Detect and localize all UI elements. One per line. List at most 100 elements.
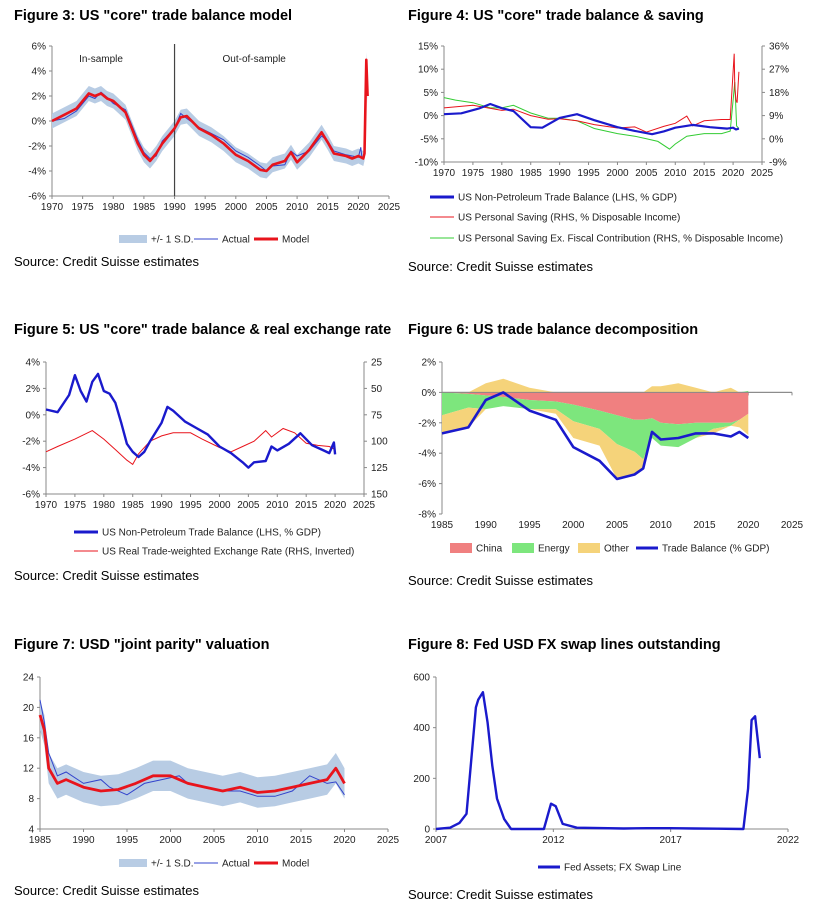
y-tick-label: 200 bbox=[413, 774, 430, 785]
y-tick-label: 4% bbox=[32, 67, 47, 78]
legend-label: Other bbox=[604, 544, 630, 555]
y2-tick-label: 125 bbox=[371, 463, 388, 474]
x-tick-label: 2022 bbox=[777, 835, 800, 846]
legend-swatch bbox=[119, 859, 147, 867]
legend-label: US Personal Saving (RHS, % Disposable In… bbox=[458, 213, 680, 224]
figure-3-panel: Figure 3: US "core" trade balance model … bbox=[14, 8, 404, 278]
y2-tick-label: 0% bbox=[769, 134, 784, 145]
trade-balance-line bbox=[441, 391, 750, 481]
figure-6-panel: Figure 6: US trade balance decomposition… bbox=[408, 322, 808, 592]
legend-label: Model bbox=[282, 235, 309, 246]
legend-swatch bbox=[119, 235, 147, 243]
x-tick-label: 2005 bbox=[237, 500, 260, 511]
y2-tick-label: 36% bbox=[769, 42, 789, 53]
y-tick-label: -8% bbox=[418, 510, 436, 521]
x-tick-label: 2015 bbox=[295, 500, 318, 511]
y-tick-label: 2% bbox=[422, 358, 437, 369]
x-tick-label: 2020 bbox=[347, 202, 370, 213]
trade-balance-line bbox=[443, 102, 740, 136]
x-tick-label: 1990 bbox=[475, 520, 498, 531]
x-tick-label: 1990 bbox=[163, 202, 186, 213]
y2-tick-label: 50 bbox=[371, 384, 383, 395]
y-tick-label: -4% bbox=[28, 167, 46, 178]
personal-saving-line bbox=[443, 53, 740, 133]
y-tick-label: 16 bbox=[23, 733, 35, 744]
y-tick-label: 5% bbox=[424, 88, 439, 99]
x-tick-label: 1990 bbox=[151, 500, 174, 511]
x-tick-label: 2015 bbox=[317, 202, 340, 213]
figure-6-chart: 2% 0% -2% -4% -6% -8%1985 1990 1995 2000 2005 2010… bbox=[418, 358, 804, 555]
x-tick-label: 2025 bbox=[751, 168, 774, 179]
y-tick-label: 400 bbox=[413, 723, 430, 734]
x-tick-label: 2025 bbox=[781, 520, 804, 531]
legend-label: Fed Assets; FX Swap Line bbox=[564, 863, 682, 874]
legend-label: US Real Trade-weighted Exchange Rate (RH… bbox=[102, 547, 354, 558]
y-tick-label: 20 bbox=[23, 703, 35, 714]
y-tick-label: -4% bbox=[22, 463, 40, 474]
y-tick-label: 6% bbox=[32, 42, 47, 53]
figure-5-chart: 4% 2% 0% -2% -4% -6%1970 1975 1980 1985 1990 1995 2… bbox=[22, 358, 388, 558]
fx-swap-line bbox=[435, 691, 761, 831]
y2-tick-label: 18% bbox=[769, 88, 789, 99]
figure-3-source: Source: Credit Suisse estimates bbox=[14, 254, 199, 269]
x-tick-label: 2017 bbox=[660, 835, 683, 846]
legend-label: China bbox=[476, 544, 503, 555]
trade-balance-line bbox=[45, 372, 337, 469]
y2-tick-label: 75 bbox=[371, 410, 383, 421]
y-tick-label: 24 bbox=[23, 673, 35, 684]
x-tick-label: 2025 bbox=[378, 202, 401, 213]
other-area-positive bbox=[442, 378, 749, 393]
sd-band bbox=[40, 699, 345, 808]
x-tick-label: 1985 bbox=[520, 168, 543, 179]
figure-8-panel: Figure 8: Fed USD FX swap lines outstand… bbox=[408, 637, 808, 907]
x-tick-label: 2025 bbox=[353, 500, 376, 511]
legend-label: Actual bbox=[222, 235, 250, 246]
y-tick-label: 0% bbox=[32, 117, 47, 128]
figure-3-title: Figure 3: US "core" trade balance model bbox=[14, 8, 293, 24]
y-tick-label: -2% bbox=[418, 418, 436, 429]
y-tick-label: 0% bbox=[26, 410, 41, 421]
x-tick-label: 1985 bbox=[29, 835, 52, 846]
in-sample-label: In-sample bbox=[79, 54, 123, 65]
x-tick-label: 2010 bbox=[650, 520, 673, 531]
figure-4-panel: Figure 4: US "core" trade balance & savi… bbox=[408, 8, 808, 280]
exchange-rate-line bbox=[45, 427, 336, 466]
x-tick-label: 1980 bbox=[491, 168, 514, 179]
legend-label: +/- 1 S.D. bbox=[151, 235, 194, 246]
legend-label: US Non-Petroleum Trade Balance (LHS, % G… bbox=[458, 193, 677, 204]
figure-6-title: Figure 6: US trade balance decomposition bbox=[408, 322, 699, 338]
y-tick-label: -2% bbox=[28, 142, 46, 153]
legend-label: US Non-Petroleum Trade Balance (LHS, % G… bbox=[102, 528, 321, 539]
legend-label: Energy bbox=[538, 544, 570, 555]
figure-8-source: Source: Credit Suisse estimates bbox=[408, 887, 593, 902]
y-tick-label: 15% bbox=[418, 42, 438, 53]
y-tick-label: 4 bbox=[28, 825, 34, 836]
x-tick-label: 1970 bbox=[41, 202, 64, 213]
china-area-negative bbox=[442, 392, 749, 425]
other-area-negative bbox=[442, 406, 749, 479]
x-tick-label: 2020 bbox=[722, 168, 745, 179]
figure-3-chart: 6% 4% 2% 0% -2% -4% -6%1970 1975 1980 1985 1990 199… bbox=[28, 42, 401, 246]
figure-4-source: Source: Credit Suisse estimates bbox=[408, 259, 593, 274]
figure-8-title: Figure 8: Fed USD FX swap lines outstand… bbox=[408, 637, 721, 653]
figure-7-title: Figure 7: USD "joint parity" valuation bbox=[14, 637, 270, 653]
x-tick-label: 2020 bbox=[333, 835, 356, 846]
x-tick-label: 1995 bbox=[179, 500, 202, 511]
model-series-line bbox=[38, 714, 346, 794]
y-tick-label: -4% bbox=[418, 449, 436, 460]
y2-tick-label: 25 bbox=[371, 358, 383, 369]
x-tick-label: 1995 bbox=[577, 168, 600, 179]
y-tick-label: 600 bbox=[413, 673, 430, 684]
y-tick-label: 8 bbox=[28, 794, 34, 805]
y-tick-label: 4% bbox=[26, 358, 41, 369]
x-tick-label: 1995 bbox=[194, 202, 217, 213]
x-tick-label: 1980 bbox=[102, 202, 125, 213]
y-tick-label: -6% bbox=[418, 479, 436, 490]
x-tick-label: 2010 bbox=[266, 500, 289, 511]
x-tick-label: 1975 bbox=[462, 168, 485, 179]
x-tick-label: 1990 bbox=[72, 835, 95, 846]
out-of-sample-label: Out-of-sample bbox=[223, 54, 287, 65]
x-tick-label: 1980 bbox=[93, 500, 116, 511]
sd-band bbox=[52, 52, 368, 179]
